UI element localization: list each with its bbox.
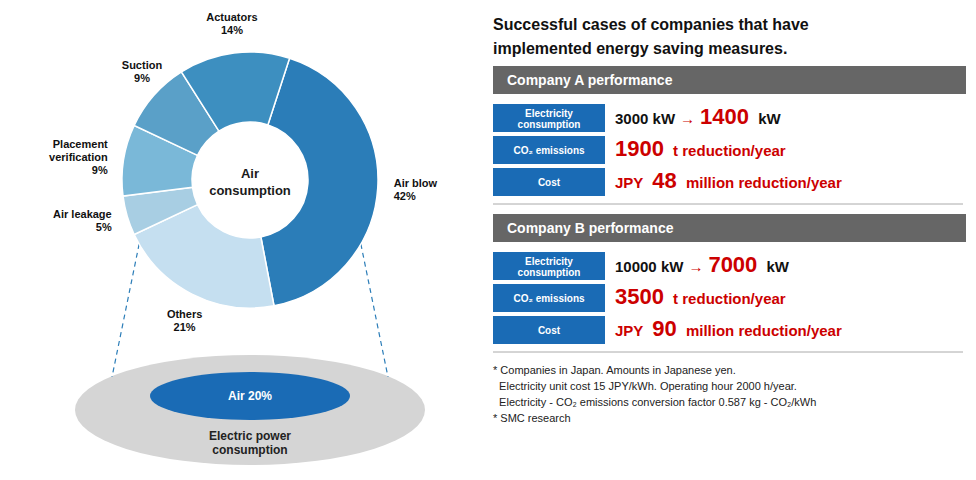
- slice-value: 5%: [96, 221, 112, 233]
- row-value-part: kW: [762, 258, 790, 275]
- text-line: Placement: [53, 138, 108, 150]
- text-line: Electric power: [209, 429, 291, 443]
- row-value-part: 7000: [708, 252, 757, 277]
- panel-header: Company A performance: [507, 72, 673, 88]
- row-value-part: 3000 kW: [615, 110, 676, 127]
- row-label: CO₂ emissions: [513, 293, 585, 304]
- electric-caption: Electric powerconsumption: [209, 429, 291, 457]
- background: [0, 0, 976, 480]
- text-line: CO₂ emissions: [513, 293, 585, 304]
- slice-name: Suction: [122, 59, 163, 71]
- row-value-part: million reduction/year: [682, 322, 842, 339]
- row-value-part: 1400: [700, 104, 749, 129]
- text-line: Air leakage: [53, 208, 112, 220]
- slice-value: 14%: [221, 24, 243, 36]
- footnote: * Companies in Japan. Amounts in Japanes…: [493, 364, 736, 376]
- text-line: CO₂ emissions: [513, 145, 585, 156]
- text-line: consumption: [212, 443, 287, 457]
- row-value-part: →: [688, 258, 703, 275]
- row-label-box: [493, 168, 605, 196]
- row-label-box: [493, 136, 605, 164]
- row-label-box: [493, 104, 605, 132]
- slice-value: 9%: [92, 164, 108, 176]
- row-label: Electricityconsumption: [518, 256, 581, 278]
- row-label: Cost: [538, 325, 561, 336]
- text-line: Others: [167, 308, 202, 320]
- row-value: 3000 kW→ 1400 kW: [615, 104, 782, 129]
- row-value-part: 90: [652, 316, 676, 341]
- slice-name: Placementverification: [49, 138, 108, 163]
- electric-ellipse: [75, 355, 425, 465]
- center-label: consumption: [209, 183, 291, 198]
- slice-name: Air leakage: [53, 208, 112, 220]
- row-label-box: [493, 284, 605, 312]
- row-label: Electricityconsumption: [518, 108, 581, 130]
- row-value-part: 10000 kW: [615, 258, 684, 275]
- text-line: Cost: [538, 177, 561, 188]
- chart: Air 20%Electric powerconsumptionAirconsu…: [0, 0, 976, 480]
- footnote: Electricity unit cost 15 JPY/kWh. Operat…: [493, 380, 797, 392]
- text-line: Electricity: [525, 256, 573, 267]
- text-line: Actuators: [206, 11, 257, 23]
- text-line: Electricity: [525, 108, 573, 119]
- row-label-box: [493, 316, 605, 344]
- pie-slice: [181, 52, 289, 131]
- text-line: Suction: [122, 59, 163, 71]
- row-value: 10000 kW→ 7000 kW: [615, 252, 790, 277]
- row-label: Cost: [538, 177, 561, 188]
- row-value-part: million reduction/year: [682, 174, 842, 191]
- row-value: JPY 90 million reduction/year: [615, 316, 842, 341]
- row-label-box: [493, 252, 605, 280]
- row-value-part: JPY: [615, 174, 647, 191]
- slice-name: Others: [167, 308, 202, 320]
- panel-header: Company B performance: [507, 220, 674, 236]
- air-share-ellipse: [150, 372, 350, 420]
- row-value-part: 48: [652, 168, 676, 193]
- footnote: Electricity - CO₂ emissions conversion f…: [493, 396, 816, 408]
- row-value-part: t reduction/year: [669, 290, 786, 307]
- text-line: Air blow: [394, 177, 438, 189]
- text-line: verification: [49, 151, 108, 163]
- text-line: implemented energy saving measures.: [493, 40, 787, 57]
- electric-label: Air 20%: [228, 389, 272, 403]
- slice-value: 42%: [394, 190, 416, 202]
- footnote: * SMC research: [493, 412, 571, 424]
- slice-name: Air blow: [394, 177, 438, 189]
- title: Successful cases of companies that have i…: [493, 16, 809, 57]
- text-line: Successful cases of companies that have: [493, 16, 809, 33]
- slice-value: 9%: [134, 72, 150, 84]
- row-value-part: t reduction/year: [669, 142, 786, 159]
- slice-value: 21%: [174, 321, 196, 333]
- panel-header-box: [493, 66, 966, 94]
- row-value-part: JPY: [615, 322, 647, 339]
- panel-header-box: [493, 214, 966, 242]
- text-line: consumption: [518, 267, 581, 278]
- row-value-part: →: [680, 110, 695, 127]
- row-value-part: kW: [754, 110, 782, 127]
- text-line: Cost: [538, 325, 561, 336]
- separator: [493, 204, 963, 205]
- pie-slice: [261, 58, 378, 305]
- row-value-part: 1900: [615, 136, 664, 161]
- pie: [122, 52, 378, 308]
- connector-line: [361, 244, 388, 377]
- row-value: JPY 48 million reduction/year: [615, 168, 842, 193]
- connector-line: [112, 244, 139, 377]
- text-line: consumption: [518, 119, 581, 130]
- row-value: 3500 t reduction/year: [615, 284, 786, 309]
- slice-name: Actuators: [206, 11, 257, 23]
- row-value-part: 3500: [615, 284, 664, 309]
- separator: [493, 352, 963, 353]
- center-label: Air: [241, 166, 259, 181]
- row-label: CO₂ emissions: [513, 145, 585, 156]
- row-value: 1900 t reduction/year: [615, 136, 786, 161]
